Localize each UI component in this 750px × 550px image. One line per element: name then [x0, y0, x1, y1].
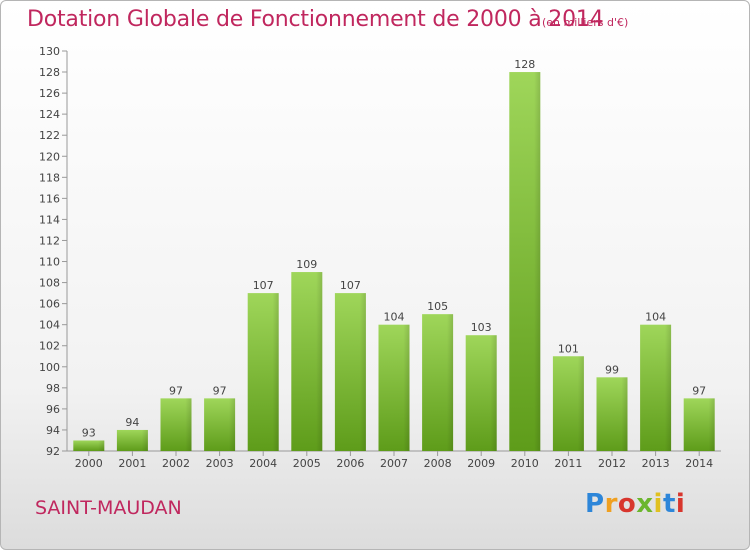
- bar-value-label: 105: [427, 300, 448, 313]
- y-tick-label: 124: [39, 108, 60, 121]
- bar-value-label: 94: [125, 416, 139, 429]
- bars: 93 94 97 97 107 109 107 104 105 103 128 101 99 104 97: [73, 58, 715, 451]
- bar-shade: [640, 324, 672, 451]
- bar-shade: [378, 324, 410, 451]
- y-tick-label: 96: [46, 403, 60, 416]
- y-tick-label: 114: [39, 213, 60, 226]
- x-tick-label: 2000: [75, 457, 103, 470]
- y-tick-label: 98: [46, 382, 60, 395]
- y-tick-label: 126: [39, 87, 60, 100]
- x-tick-label: 2013: [642, 457, 670, 470]
- y-tick-label: 112: [39, 234, 60, 247]
- bar-shade: [247, 293, 279, 451]
- y-tick-label: 116: [39, 192, 60, 205]
- x-tick-label: 2001: [118, 457, 146, 470]
- bar-value-label: 93: [82, 426, 96, 439]
- y-tick-label: 100: [39, 361, 60, 374]
- y-tick-label: 104: [39, 319, 60, 332]
- x-axis: 2000 2001 2002 2003 2004 2005 2006 2007 2008 2009…: [67, 450, 721, 470]
- bar-value-label: 97: [692, 384, 706, 397]
- bar-value-label: 109: [296, 258, 317, 271]
- bar-shade: [422, 314, 454, 451]
- logo-letter: i: [675, 489, 686, 519]
- bar-value-label: 104: [384, 311, 405, 324]
- bar-value-label: 103: [471, 321, 492, 334]
- bar-shade: [73, 440, 105, 451]
- logo-letter: i: [653, 489, 663, 519]
- bar-value-label: 101: [558, 342, 579, 355]
- x-tick-label: 2014: [685, 457, 713, 470]
- bar-shade: [552, 356, 584, 451]
- y-axis: 92 94 96 98 100 102 104 106 108 110 112 114 116 118 12…: [39, 45, 68, 458]
- bar-value-label: 104: [645, 311, 666, 324]
- y-tick-label: 122: [39, 129, 60, 142]
- bar-value-label: 107: [340, 279, 361, 292]
- proxiti-logo: Proxiti: [585, 489, 685, 519]
- y-tick-label: 92: [46, 445, 60, 458]
- logo-letter: x: [636, 489, 654, 519]
- y-tick-label: 130: [39, 45, 60, 58]
- bar-value-label: 128: [514, 58, 535, 71]
- commune-name: SAINT-MAUDAN: [35, 497, 182, 519]
- bar-shade: [509, 72, 541, 451]
- bar-shade: [291, 272, 323, 451]
- x-tick-label: 2010: [511, 457, 539, 470]
- y-tick-label: 118: [39, 171, 60, 184]
- bar-shade: [334, 293, 366, 451]
- unit-note: (en milliers d'€): [542, 16, 629, 29]
- logo-letter: o: [617, 489, 637, 519]
- bar-value-label: 99: [605, 363, 619, 376]
- x-tick-label: 2003: [206, 457, 234, 470]
- y-tick-label: 106: [39, 298, 60, 311]
- bar-shade: [596, 377, 628, 451]
- bar-value-label: 97: [213, 384, 227, 397]
- x-tick-label: 2011: [554, 457, 582, 470]
- x-tick-label: 2012: [598, 457, 626, 470]
- y-tick-label: 120: [39, 150, 60, 163]
- x-tick-label: 2004: [249, 457, 277, 470]
- bar-shade: [204, 398, 236, 451]
- y-tick-label: 94: [46, 424, 60, 437]
- bar-shade: [116, 429, 148, 451]
- bar-value-label: 107: [253, 279, 274, 292]
- bar-shade: [683, 398, 715, 451]
- y-tick-label: 128: [39, 66, 60, 79]
- logo-letter: t: [662, 489, 676, 519]
- logo-letter: r: [604, 489, 618, 519]
- chart-title: Dotation Globale de Fonctionnement de 20…: [27, 7, 604, 32]
- x-tick-label: 2008: [424, 457, 452, 470]
- bar-shade: [160, 398, 192, 451]
- x-tick-label: 2005: [293, 457, 321, 470]
- y-tick-label: 108: [39, 277, 60, 290]
- bar-shade: [465, 335, 497, 451]
- y-tick-label: 110: [39, 256, 60, 269]
- x-tick-label: 2009: [467, 457, 495, 470]
- x-tick-label: 2007: [380, 457, 408, 470]
- x-tick-label: 2002: [162, 457, 190, 470]
- y-tick-label: 102: [39, 340, 60, 353]
- x-tick-label: 2006: [336, 457, 364, 470]
- logo-letter: P: [585, 489, 605, 519]
- bar-value-label: 97: [169, 384, 183, 397]
